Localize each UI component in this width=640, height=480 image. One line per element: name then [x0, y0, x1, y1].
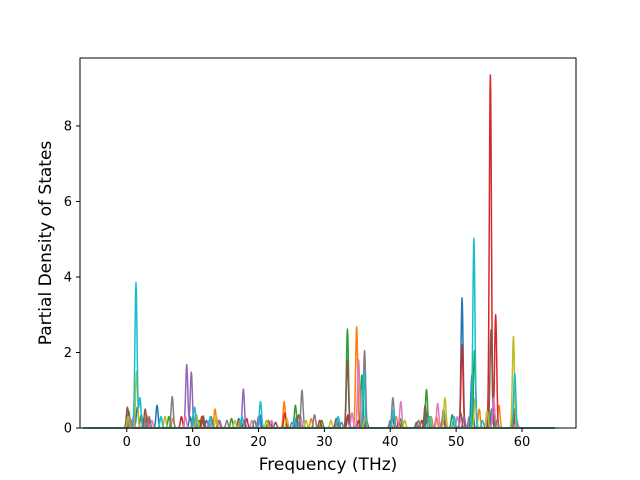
x-axis-label: Frequency (THz): [259, 455, 398, 475]
y-tick-label: 0: [64, 422, 72, 437]
x-tick-label: 30: [316, 435, 333, 450]
y-axis-label: Partial Density of States: [36, 141, 56, 346]
x-axis-ticks: 0 10 20 30 40 50 60: [123, 428, 531, 450]
axes-frame: [79, 57, 577, 429]
x-tick-label: 40: [382, 435, 399, 450]
y-tick-label: 2: [64, 346, 72, 361]
y-tick-label: 8: [64, 119, 72, 134]
y-tick-label: 4: [64, 270, 72, 285]
y-axis-ticks: 0 2 4 6 8: [64, 119, 80, 437]
x-tick-label: 10: [184, 435, 201, 450]
x-tick-label: 60: [514, 435, 531, 450]
x-tick-label: 0: [123, 435, 131, 450]
y-tick-label: 6: [64, 195, 72, 210]
x-tick-label: 50: [448, 435, 465, 450]
x-tick-label: 20: [250, 435, 267, 450]
